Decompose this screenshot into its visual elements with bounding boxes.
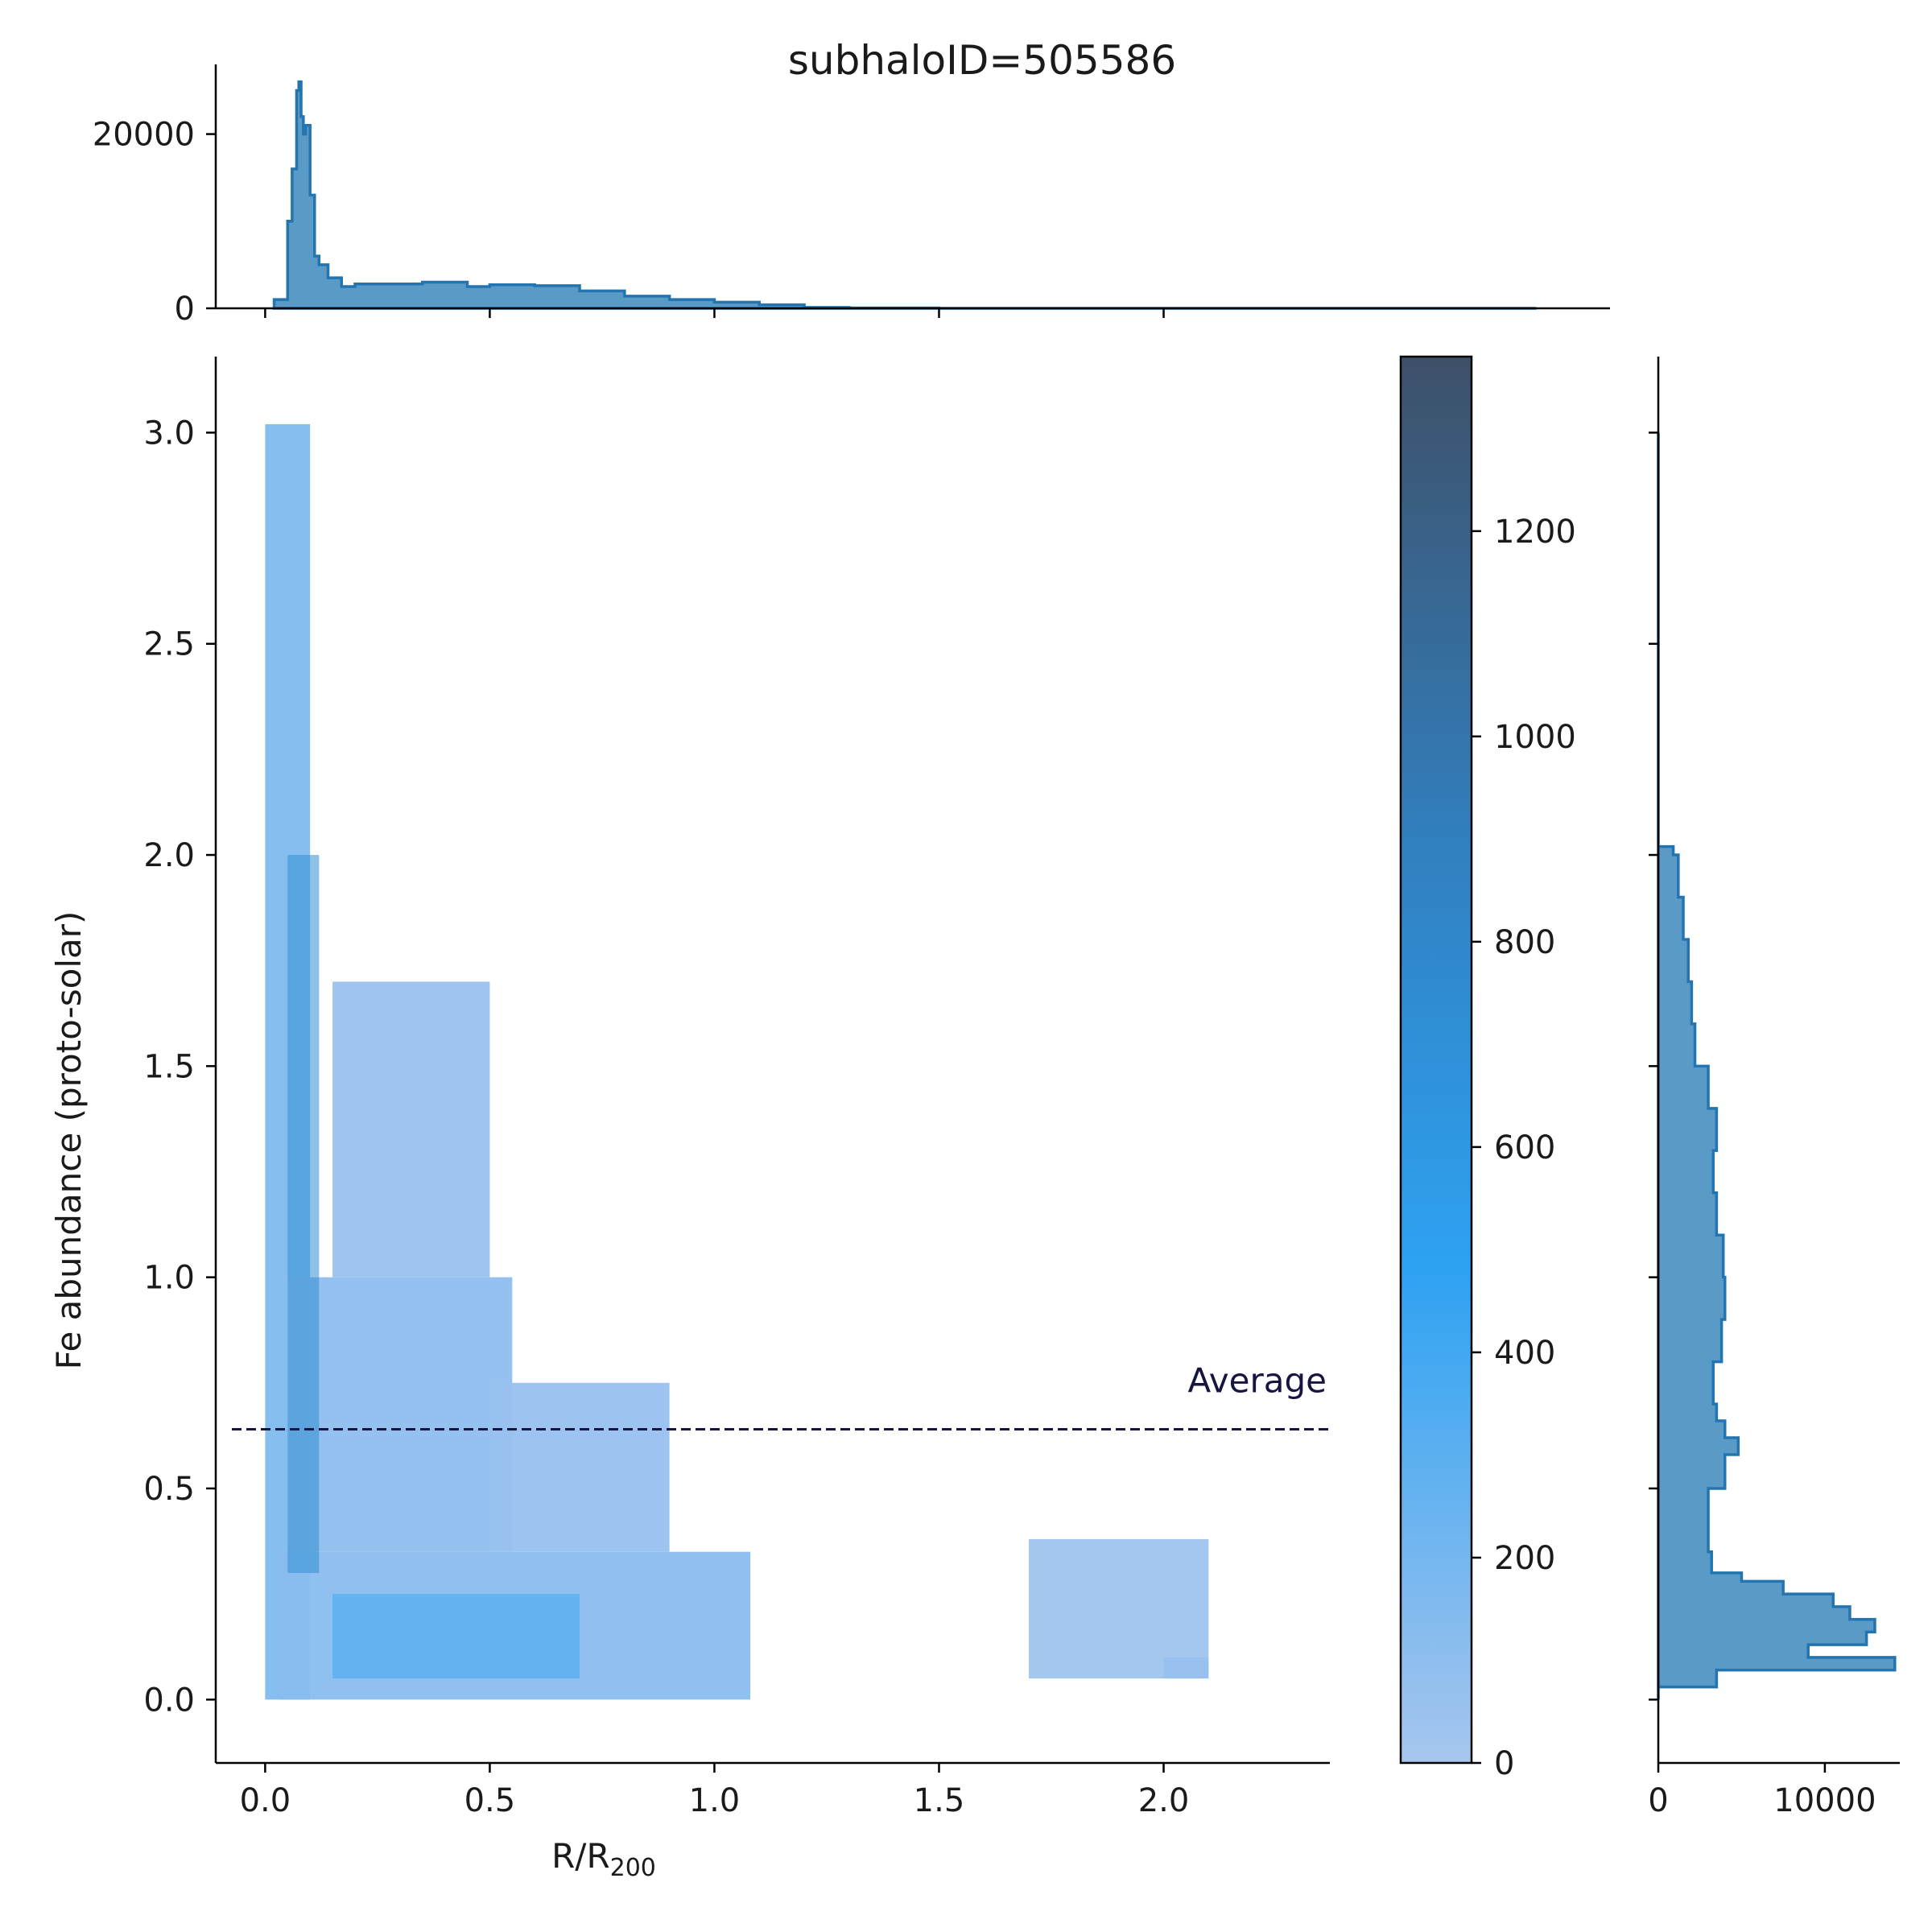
x-tick-label: 0.0 [240,1782,291,1819]
marginal-x-y-tick-label: 0 [175,291,195,328]
heatmap-cell [287,855,320,1573]
y-tick-label: 2.0 [143,837,195,874]
x-tick-label: 0.5 [464,1782,516,1819]
heatmap-cell [1029,1538,1209,1679]
x-axis-label-sub: 200 [610,1854,656,1882]
x-axis-label-main: R/R [551,1836,610,1876]
heatmap-cell [332,981,490,1278]
heatmap-cell [489,1382,670,1552]
colorbar-tick-label: 1000 [1494,719,1576,756]
colorbar-tick-label: 1200 [1494,514,1576,551]
heatmap-cell [1163,1657,1209,1679]
marginal-x-histogram: 0 20000 [93,64,1610,328]
average-label: Average [1188,1361,1327,1401]
colorbar-tick-label: 400 [1494,1335,1555,1372]
y-tick-label: 2.5 [143,626,195,663]
x-tick-label: 1.5 [914,1782,965,1819]
y-tick-label: 3.0 [143,415,195,452]
colorbar-gradient [1399,355,1473,1765]
marginal-x-bars [272,80,1537,310]
y-tick-label: 0.0 [143,1682,195,1719]
y-tick-label: 0.5 [143,1471,195,1508]
joint-heatmap: Average 0.0 0.5 1.0 1.5 2.0 0.0 0.5 1.0 1.5 2.0 2.5… [49,357,1330,1882]
marginal-y-x-tick-label: 0 [1648,1782,1668,1819]
y-axis-label: Fe abundance (proto-solar) [49,911,89,1370]
colorbar-tick-label: 800 [1494,924,1555,961]
x-tick-label: 2.0 [1138,1782,1190,1819]
x-axis-label: R/R200 [551,1836,656,1882]
x-tick-label: 1.0 [689,1782,741,1819]
marginal-x-y-tick-label: 20000 [93,117,195,154]
colorbar: 0 200 400 600 800 1000 1200 [1399,355,1576,1782]
colorbar-tick-label: 0 [1494,1745,1514,1782]
y-tick-label: 1.5 [143,1048,195,1085]
heatmap-cell [332,1594,580,1679]
marginal-y-bars [1657,432,1897,1700]
heatmap-cell [287,1277,513,1552]
marginal-y-histogram: 0 10000 [1648,357,1900,1819]
colorbar-tick-label: 200 [1494,1540,1555,1577]
figure-title: subhaloID=505586 [788,37,1176,84]
y-tick-label: 1.0 [143,1260,195,1297]
colorbar-tick-label: 600 [1494,1129,1555,1166]
marginal-y-x-tick-label: 10000 [1773,1782,1876,1819]
